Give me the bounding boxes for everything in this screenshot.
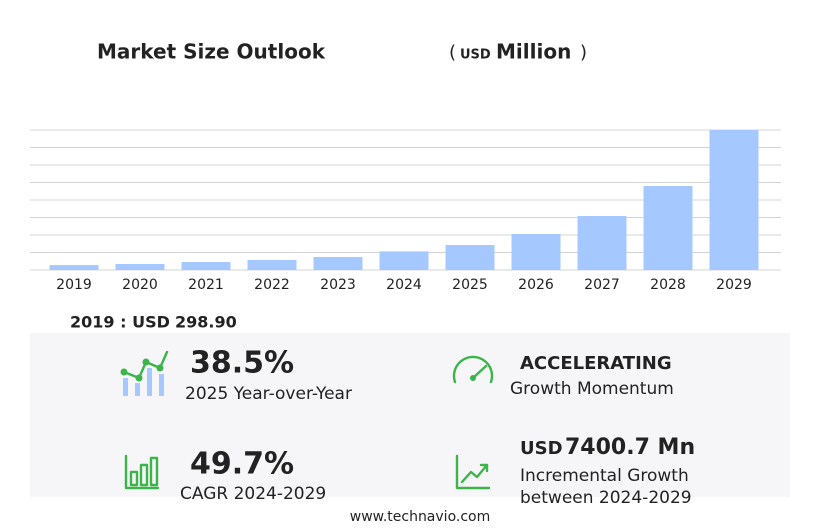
- bar: [313, 257, 363, 270]
- unit-currency: USD: [460, 48, 491, 63]
- bar: [49, 265, 99, 270]
- cagr-icon: [124, 454, 160, 490]
- bar: [379, 251, 429, 270]
- kpi-prefix: USD: [520, 438, 563, 459]
- kpi-value: 49.7%: [190, 447, 294, 482]
- bar: [115, 263, 165, 270]
- kpi-value: ACCELERATING: [520, 353, 672, 374]
- momentum-icon: [452, 355, 494, 384]
- x-tick-label: 2019: [56, 277, 92, 293]
- x-tick-label: 2022: [254, 277, 290, 293]
- x-tick-label: 2027: [584, 277, 620, 293]
- kpi-value: 38.5%: [190, 346, 294, 381]
- bar: [577, 215, 627, 270]
- x-tick-label: 2029: [716, 277, 752, 293]
- yoy-icon: [120, 350, 169, 396]
- kpi-label: 2025 Year-over-Year: [185, 384, 352, 404]
- kpi-label: CAGR 2024-2029: [180, 484, 326, 504]
- bar: [709, 130, 759, 270]
- x-tick-label: 2024: [386, 277, 422, 293]
- unit-name: Million: [496, 40, 571, 64]
- footer: www.technavio.com: [350, 509, 491, 525]
- increment-icon: [455, 454, 491, 490]
- x-tick-label: 2020: [122, 277, 158, 293]
- kpi-label: between 2024-2029: [520, 488, 692, 508]
- bar-chart: 2019 2020 2021 2022 2023 2024 2025 2026 2027 2028…: [30, 129, 781, 293]
- chart-title: Market Size Outlook: [97, 40, 326, 64]
- base-label: 2019 : USD: [70, 313, 170, 332]
- bar: [511, 234, 561, 270]
- unit-close: ): [580, 42, 587, 63]
- bar: [445, 244, 495, 270]
- x-tick-label: 2025: [452, 277, 488, 293]
- bar: [643, 186, 693, 270]
- kpi-value: 7400.7 Mn: [565, 435, 695, 460]
- bar: [181, 261, 231, 270]
- unit-open: (: [449, 42, 456, 63]
- base-value: 298.90: [175, 313, 237, 332]
- x-tick-label: 2028: [650, 277, 686, 293]
- kpi-label: Incremental Growth: [520, 466, 689, 486]
- x-tick-label: 2023: [320, 277, 356, 293]
- x-tick-label: 2026: [518, 277, 554, 293]
- kpi-label: Growth Momentum: [510, 379, 674, 399]
- bar: [247, 259, 297, 270]
- x-tick-label: 2021: [188, 277, 224, 293]
